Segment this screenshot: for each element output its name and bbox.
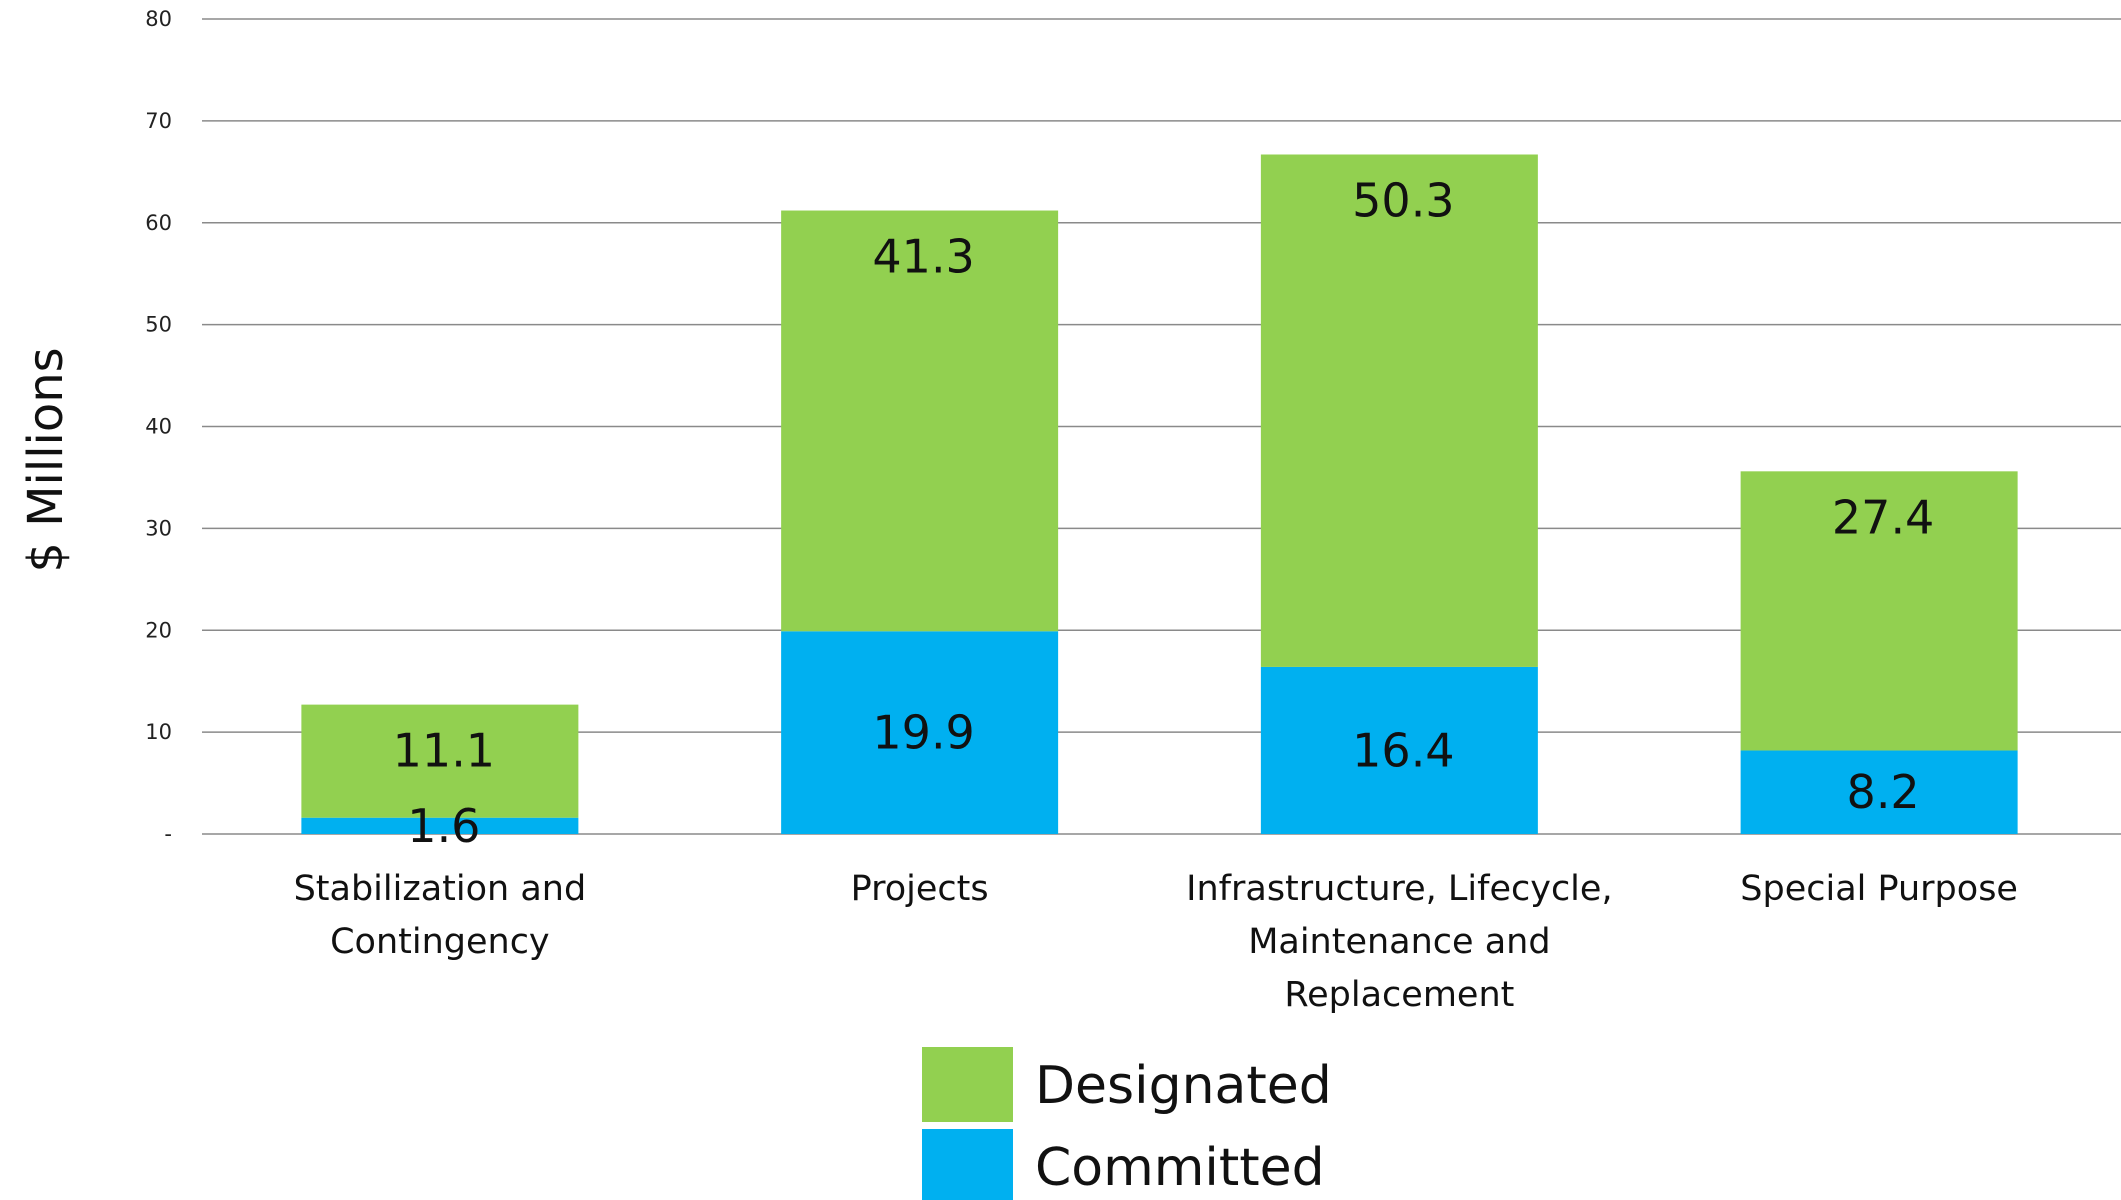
y-tick-label: 50 (145, 313, 172, 337)
y-tick-label: 30 (145, 516, 172, 540)
y-tick-label: 70 (145, 109, 172, 133)
y-tick-label: 60 (145, 211, 172, 235)
x-category-label: Contingency (330, 922, 550, 962)
data-label-designated-3: 27.4 (1832, 490, 1934, 544)
x-category-label: Projects (851, 869, 989, 909)
x-category-label: Infrastructure, Lifecycle, (1186, 869, 1612, 909)
data-label-committed-0: 1.6 (407, 799, 480, 853)
y-axis-title: $ Millions (18, 347, 74, 572)
y-tick-label: 10 (145, 720, 172, 744)
legend-label-designated: Designated (1035, 1056, 1332, 1116)
bar-designated-0 (301, 704, 579, 818)
x-category-label: Special Purpose (1740, 869, 2018, 909)
data-labels: 1.6 11.1 19.9 41.3 16.4 50.3 8.2 27.4 (393, 173, 1935, 853)
bar-committed-1 (781, 631, 1059, 834)
data-label-committed-2: 16.4 (1352, 723, 1454, 777)
y-tick-label: 80 (145, 7, 172, 31)
data-label-committed-3: 8.2 (1847, 765, 1920, 819)
bars (301, 154, 2018, 834)
bar-designated-1 (781, 210, 1059, 632)
bar-designated-2 (1260, 154, 1538, 667)
x-category-label: Replacement (1284, 975, 1514, 1015)
x-category-label: Stabilization and (294, 869, 587, 909)
y-tick-label: - (164, 822, 172, 846)
bar-committed-3 (1740, 750, 2018, 834)
legend: Designated Committed (922, 1047, 1332, 1200)
y-axis-ticks: - 10 20 30 40 50 60 70 80 (145, 7, 172, 846)
data-label-designated-0: 11.1 (393, 724, 495, 778)
y-tick-label: 20 (145, 618, 172, 642)
bar-designated-3 (1740, 471, 2018, 751)
legend-swatch-committed (922, 1129, 1013, 1200)
data-label-committed-1: 19.9 (872, 706, 974, 760)
y-tick-label: 40 (145, 415, 172, 439)
data-label-designated-2: 50.3 (1352, 173, 1454, 227)
data-label-designated-1: 41.3 (872, 230, 974, 284)
bar-committed-2 (1260, 666, 1538, 834)
x-axis-category-labels: Stabilization and Contingency Projects Infr… (294, 869, 2018, 1015)
legend-swatch-designated (922, 1047, 1013, 1122)
legend-label-committed: Committed (1035, 1138, 1325, 1198)
x-category-label: Maintenance and (1248, 922, 1550, 962)
bar-committed-0 (301, 817, 579, 834)
